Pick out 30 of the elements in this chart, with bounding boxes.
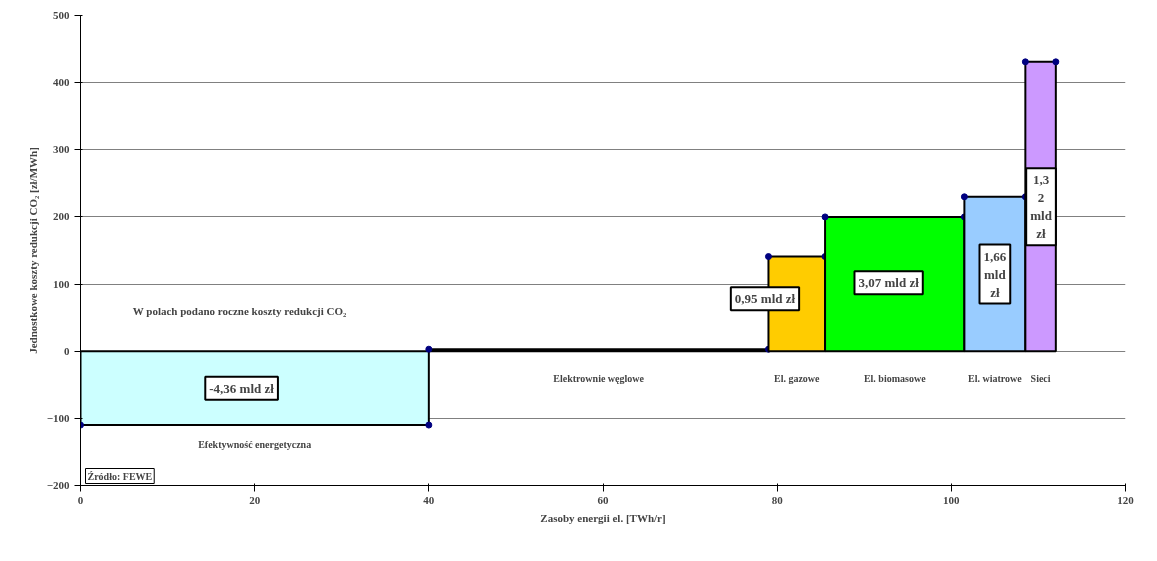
annotation: 1,32 mld zł	[1030, 172, 1053, 242]
x-tick-label: 0	[77, 493, 84, 506]
annotation: -4,36 mld zł	[209, 380, 275, 396]
y-tick-label: 500	[53, 9, 70, 21]
y-tick-label: 400	[53, 76, 70, 89]
x-tick-label: 100	[943, 493, 961, 506]
annotation: W polach podano roczne koszty redukcji CO₂	[132, 304, 347, 317]
series-label: Efektywność energetyczna	[198, 439, 312, 451]
y-tick-label: 100	[53, 277, 70, 290]
y-tick-label: 0	[64, 344, 70, 357]
x-tick-label: 120	[1117, 493, 1135, 506]
annotation: 3,07 mld zł	[858, 275, 920, 291]
text: El. gazowe	[773, 373, 821, 385]
y-tick-label: 300	[53, 143, 70, 156]
y-tick-label: 200	[53, 210, 70, 223]
annotation: 1,66 mld zł	[983, 248, 1007, 300]
text: Sieci	[1030, 373, 1051, 385]
annotation: 0,95 mld zł	[734, 291, 796, 307]
x-tick-label: 80	[771, 493, 784, 506]
y-tick-label: −100	[46, 411, 70, 424]
x-tick-label: 40	[423, 493, 435, 506]
x-axis-title: Zasoby energii el. [TWh/r]	[540, 511, 666, 524]
x-tick-label: 60	[597, 493, 609, 506]
text: El. biomasowe	[863, 373, 927, 385]
text: El. wiatrowe	[968, 373, 1023, 385]
text: Elektrownie węglowe	[553, 373, 645, 385]
y-axis-title: Jednostkowe koszty redukcji CO₂ [zł/MWh]	[26, 147, 39, 354]
annotation: Źródło: FEWE	[87, 470, 153, 482]
y-tick-label: −200	[46, 479, 70, 491]
x-tick-label: 20	[249, 493, 261, 506]
